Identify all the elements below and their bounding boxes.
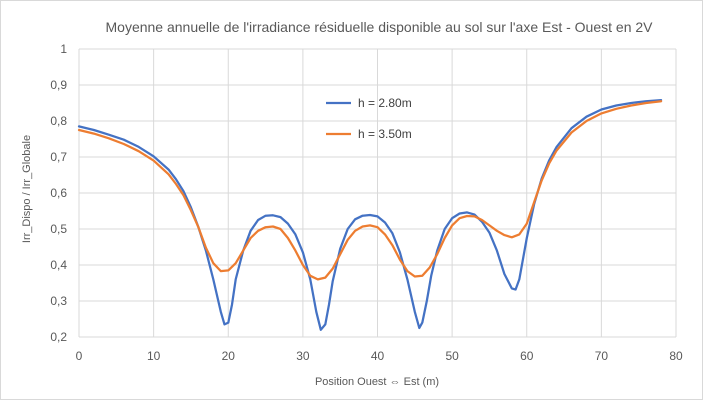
legend: h = 2.80m h = 3.50m: [326, 96, 412, 141]
x-tick-label: 80: [669, 349, 683, 363]
x-tick-label: 40: [371, 349, 385, 363]
series-lines: [77, 98, 663, 331]
x-tick-label: 50: [445, 349, 459, 363]
x-tick-label: 10: [147, 349, 161, 363]
y-tick-label: 0,4: [50, 258, 67, 272]
series-line-1: [77, 98, 663, 331]
y-tick-label: 0,8: [50, 114, 67, 128]
x-axis-title: Position Ouest ⇔ Est (m): [315, 376, 439, 388]
x-tick-label: 20: [222, 349, 236, 363]
chart-title: Moyenne annuelle de l'irradiance résidue…: [106, 19, 654, 35]
y-tick-label: 1: [60, 42, 67, 56]
x-tick-label: 70: [595, 349, 609, 363]
y-tick-label: 0,3: [50, 294, 67, 308]
y-axis-title: Irr_Dispo / Irr_Globale: [21, 135, 33, 243]
y-tick-label: 0,5: [50, 222, 67, 236]
x-tick-label: 0: [76, 349, 83, 363]
series-line-2: [77, 100, 663, 281]
legend-label-1: h = 2.80m: [358, 96, 412, 110]
y-tick-label: 0,2: [50, 330, 67, 344]
x-axis-ticks: 0 10 20 30 40 50 60 70 80: [76, 349, 683, 363]
y-axis-ticks: 0,2 0,3 0,4 0,5 0,6 0,7 0,8 0,9 1: [50, 42, 67, 344]
y-tick-label: 0,9: [50, 78, 67, 92]
legend-label-2: h = 3.50m: [358, 127, 412, 141]
y-tick-label: 0,7: [50, 150, 67, 164]
x-tick-label: 60: [520, 349, 534, 363]
x-tick-label: 30: [296, 349, 310, 363]
gridlines: [78, 48, 677, 338]
y-tick-label: 0,6: [50, 186, 67, 200]
